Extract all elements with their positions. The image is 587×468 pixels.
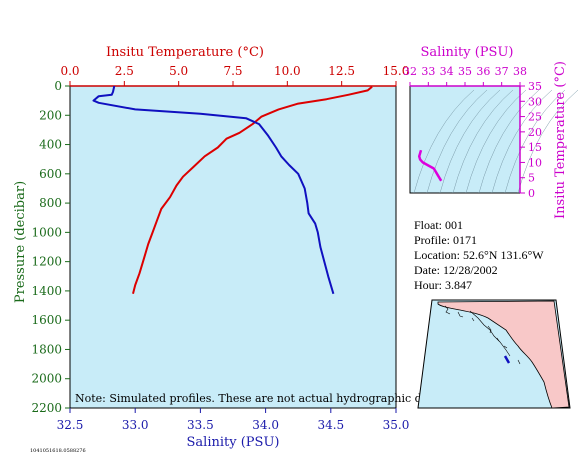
salinity-profile-line	[92, 85, 335, 295]
date: Date: 12/28/2002	[414, 263, 498, 277]
float-id: Float: 001	[414, 218, 463, 232]
salinity-tick-label: 35.0	[383, 418, 410, 432]
pressure-tick-label: 400	[39, 138, 62, 152]
temperature-profile-line	[132, 85, 373, 295]
pressure-tick-label: 600	[39, 167, 62, 181]
density-isoline	[491, 89, 553, 194]
pressure-axis-label: Pressure (decibar)	[13, 181, 28, 303]
temperature-tick-label: 10.0	[274, 64, 301, 78]
salinity-tick-label: 33.5	[187, 418, 214, 432]
ts-temperature-axis: 0 5 10 15 20 25 30 35	[519, 80, 542, 200]
ts-salinity-tick-label: 37	[495, 65, 509, 78]
ts-temperature-tick-label: 10	[528, 156, 542, 169]
ts-temperature-tick-label: 0	[528, 187, 535, 200]
ts-temperature-tick-label: 30	[528, 95, 542, 108]
ts-salinity-tick-label: 35	[458, 65, 472, 78]
temperature-tick-label: 2.5	[115, 64, 134, 78]
ts-temperature-tick-label: 35	[528, 80, 542, 93]
density-isoline	[465, 89, 527, 194]
salinity-tick-label: 34.5	[317, 418, 344, 432]
location: Location: 52.6°N 131.6°W	[414, 248, 544, 262]
pressure-tick-label: 1600	[31, 313, 62, 327]
map-land	[437, 300, 570, 409]
density-isoline	[504, 89, 566, 194]
pressure-tick-label: 1200	[31, 255, 62, 269]
ts-series	[417, 149, 443, 182]
pressure-tick-label: 1400	[31, 284, 62, 298]
temperature-tick-label: 12.5	[328, 64, 355, 78]
density-isoline	[413, 89, 475, 194]
temperature-tick-label: 15.0	[383, 64, 410, 78]
salinity-tick-label: 32.5	[57, 418, 84, 432]
pressure-tick-label: 200	[39, 108, 62, 122]
ts-salinity-axis: 32 33 34 35 36 37 38	[403, 65, 527, 87]
pressure-tick-label: 2000	[31, 372, 62, 386]
salinity-axis-label: Salinity (PSU)	[187, 435, 280, 450]
density-isoline	[439, 89, 501, 194]
location-map	[417, 299, 571, 409]
temperature-tick-label: 5.0	[169, 64, 188, 78]
ts-temperature-tick-label: 25	[528, 111, 542, 124]
profile-plot-area	[69, 85, 397, 409]
temperature-tick-label: 0.0	[60, 64, 79, 78]
ts-temperature-label: Insitu Temperature (°C)	[553, 61, 568, 219]
float-location-marker	[503, 355, 511, 364]
pressure-tick-label: 2200	[31, 401, 62, 415]
ts-curve	[417, 149, 443, 182]
hour: Hour: 3.847	[414, 278, 472, 292]
ts-salinity-tick-label: 36	[476, 65, 490, 78]
temperature-axis-label: Insitu Temperature (°C)	[106, 45, 264, 60]
density-isoline	[517, 89, 579, 194]
map-islands	[444, 305, 521, 365]
density-isoline	[426, 89, 488, 194]
pressure-axis: 0 200 400 600 800 1000 1200 1400 1600 1800 2000 220…	[31, 79, 70, 415]
density-isolines	[413, 89, 579, 194]
salinity-tick-label: 34.0	[252, 418, 279, 432]
ts-temperature-tick-label: 20	[528, 126, 542, 139]
pressure-tick-label: 1800	[31, 342, 62, 356]
ts-salinity-tick-label: 32	[403, 65, 417, 78]
simulated-note: Note: Simulated profiles. These are not …	[75, 392, 443, 405]
ts-salinity-label: Salinity (PSU)	[421, 45, 514, 60]
salinity-axis: 32.5 33.0 33.5 34.0 34.5 35.0	[57, 408, 410, 432]
profile-id: Profile: 0171	[414, 233, 477, 247]
footer-id: 1041051618.0588276	[30, 448, 86, 454]
ts-salinity-tick-label: 34	[440, 65, 454, 78]
pressure-tick-label: 1000	[31, 225, 62, 239]
map-coastline	[469, 310, 511, 357]
density-isoline	[478, 89, 540, 194]
ts-temperature-tick-label: 15	[528, 141, 542, 154]
pressure-tick-label: 0	[54, 79, 62, 93]
density-isoline	[452, 89, 514, 194]
temperature-axis: 0.0 2.5 5.0 7.5 10.0 12.5 15.0	[60, 64, 410, 87]
salinity-tick-label: 33.0	[122, 418, 149, 432]
ts-plot-area	[409, 85, 521, 194]
temperature-tick-label: 7.5	[223, 64, 242, 78]
profile-series	[92, 85, 373, 295]
pressure-tick-label: 800	[39, 196, 62, 210]
ts-salinity-tick-label: 38	[513, 65, 527, 78]
ts-salinity-tick-label: 33	[421, 65, 435, 78]
ts-temperature-tick-label: 5	[528, 172, 535, 185]
